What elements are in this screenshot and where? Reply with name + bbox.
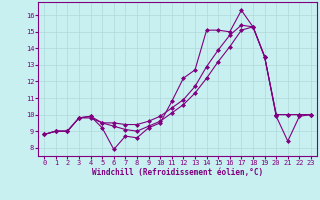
X-axis label: Windchill (Refroidissement éolien,°C): Windchill (Refroidissement éolien,°C) [92,168,263,177]
